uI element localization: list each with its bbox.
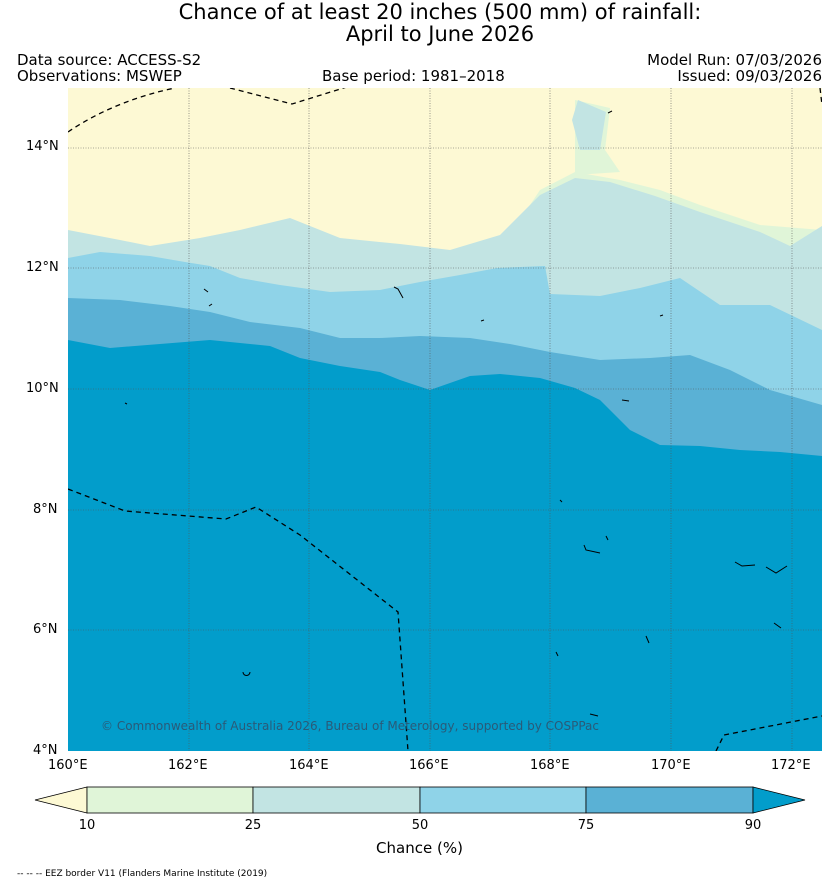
islands	[124, 110, 788, 717]
colorbar-gt90	[752, 786, 806, 814]
gridlines	[68, 88, 822, 751]
y-tick-label: 4°N	[33, 743, 58, 758]
colorbar-title: Chance (%)	[376, 839, 463, 857]
colorbar	[34, 786, 806, 814]
zone-gt90	[68, 340, 822, 751]
x-tick-label: 166°E	[409, 758, 449, 773]
colorbar-50-75	[419, 786, 587, 814]
colorbar-lt10	[34, 786, 88, 814]
colorbar-tick-label: 50	[411, 818, 429, 833]
colorbar-tick-label: 90	[744, 818, 762, 833]
model-run: Model Run: 07/03/2026	[647, 51, 822, 69]
x-tick-label: 172°E	[771, 758, 811, 773]
colorbar-75-90	[585, 786, 754, 814]
x-tick-label: 164°E	[289, 758, 329, 773]
colorbar-25-50	[252, 786, 421, 814]
eez-borders	[68, 88, 822, 751]
zone-25-50-tongue	[572, 100, 606, 150]
y-tick-label: 12°N	[26, 260, 59, 275]
x-tick-label: 168°E	[530, 758, 570, 773]
x-tick-label: 170°E	[651, 758, 691, 773]
base-period: Base period: 1981–2018	[322, 67, 505, 85]
copyright-notice: © Commonwealth of Australia 2026, Bureau…	[101, 719, 599, 733]
colorbar-tick-label: 10	[78, 818, 96, 833]
colorbar-tick-label: 75	[577, 818, 595, 833]
issued: Issued: 09/03/2026	[677, 67, 822, 85]
eez-footnote: -- -- -- EEZ border V11 (Flanders Marine…	[17, 869, 268, 879]
title-line2: April to June 2026	[345, 22, 535, 46]
colorbar-tick-label: 25	[244, 818, 262, 833]
observations: Observations: MSWEP	[17, 67, 182, 85]
y-tick-label: 8°N	[33, 502, 58, 517]
x-tick-label: 162°E	[168, 758, 208, 773]
colorbar-10-25	[86, 786, 254, 814]
x-tick-label: 160°E	[48, 758, 88, 773]
data-source: Data source: ACCESS-S2	[17, 51, 202, 69]
y-tick-label: 6°N	[33, 622, 58, 637]
y-tick-label: 14°N	[26, 139, 59, 154]
y-tick-label: 10°N	[26, 381, 59, 396]
title-line1: Chance of at least 20 inches (500 mm) of…	[178, 0, 702, 24]
